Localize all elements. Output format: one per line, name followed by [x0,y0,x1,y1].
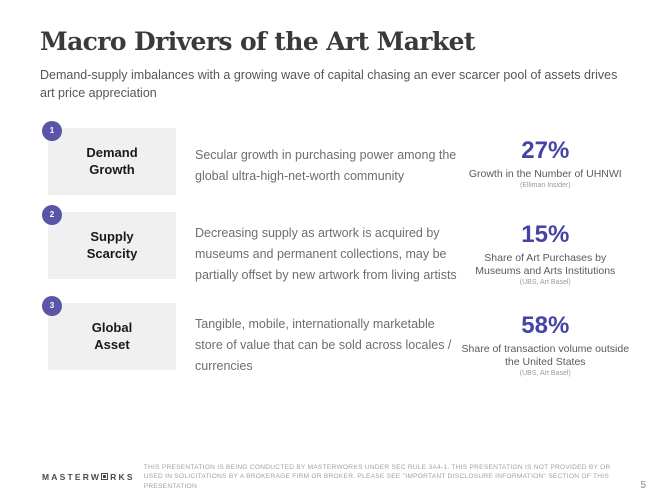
driver-label-box-wrap: 2 Supply Scarcity [42,204,176,279]
page-title: Macro Drivers of the Art Market [40,27,475,56]
driver-label: Demand Growth [86,145,138,178]
slide-content: Macro Drivers of the Art Market Demand-s… [40,27,630,377]
driver-stat-block: 27% Growth in the Number of UHNWI (Ellim… [461,128,630,189]
stat-value: 27% [521,136,570,164]
stat-caption: Share of transaction volume outside the … [461,342,630,368]
driver-label: Supply Scarcity [86,229,138,262]
driver-label-box: Supply Scarcity [48,211,176,279]
drivers-list: 1 Demand Growth Secular growth in purcha… [40,120,630,377]
disclaimer-text: THIS PRESENTATION IS BEING CONDUCTED BY … [143,463,611,490]
driver-stat-block: 58% Share of transaction volume outside … [461,303,630,377]
stat-value: 15% [521,220,570,248]
driver-description: Tangible, mobile, internationally market… [195,316,452,373]
driver-label-box: Global Asset [48,302,176,370]
stat-source: (UBS, Art Basel) [519,278,571,286]
stat-source: (UBS, Art Basel) [519,369,571,377]
logo-text-prefix: MASTERW [42,471,102,482]
driver-label-box: Demand Growth [48,127,176,195]
driver-stat-block: 15% Share of Art Purchases by Museums an… [461,212,630,286]
page-subtitle: Demand-supply imbalances with a growing … [40,67,618,100]
logo-text-suffix: RKS [110,471,135,482]
driver-label: Global Asset [91,320,133,353]
driver-label-box-wrap: 1 Demand Growth [42,120,176,195]
driver-number-badge: 2 [42,204,62,225]
stat-value: 58% [521,311,570,339]
driver-description: Decreasing supply as artwork is acquired… [195,225,457,282]
masterworks-logo: MASTERW RKS [42,472,135,482]
stat-caption: Growth in the Number of UHNWI [468,167,622,180]
slide-footer: MASTERW RKS THIS PRESENTATION IS BEING CO… [42,463,646,492]
stat-caption: Share of Art Purchases by Museums and Ar… [475,251,616,277]
logo-square-icon [101,473,109,481]
driver-label-box-wrap: 3 Global Asset [42,295,176,370]
stat-source: (Elliman Insider) [519,181,571,189]
driver-row-demand-growth: 1 Demand Growth Secular growth in purcha… [40,120,630,195]
page-number: 5 [640,480,646,491]
driver-number-badge: 1 [42,120,62,141]
driver-description: Secular growth in purchasing power among… [195,147,457,183]
driver-number-badge: 3 [42,295,62,316]
driver-row-supply-scarcity: 2 Supply Scarcity Decreasing supply as a… [40,204,630,286]
driver-row-global-asset: 3 Global Asset Tangible, mobile, interna… [40,295,630,377]
